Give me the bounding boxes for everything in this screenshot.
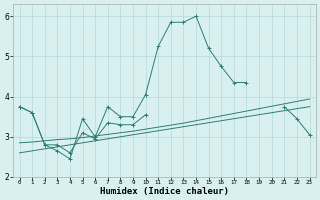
X-axis label: Humidex (Indice chaleur): Humidex (Indice chaleur) bbox=[100, 187, 229, 196]
